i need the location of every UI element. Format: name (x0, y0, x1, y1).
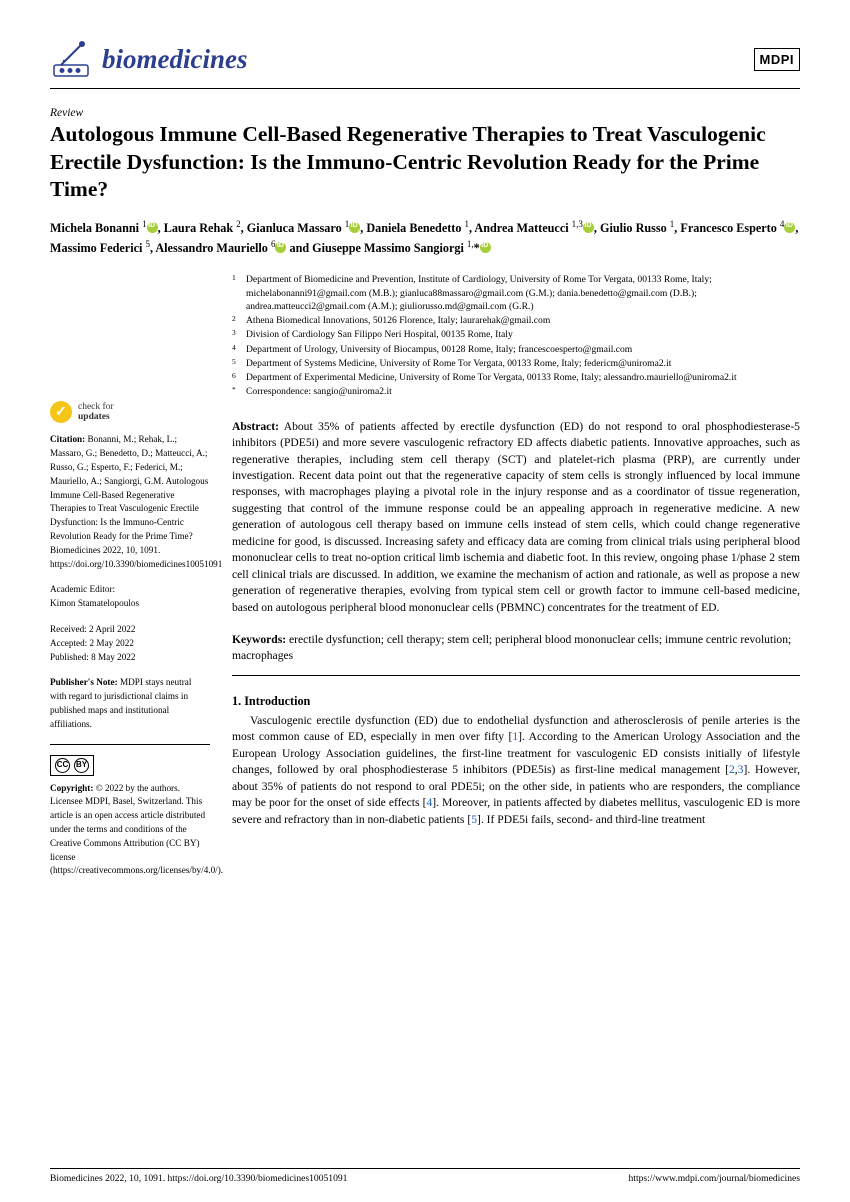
header: biomedicines MDPI (50, 38, 800, 80)
keywords: Keywords: erectile dysfunction; cell the… (232, 632, 800, 665)
citation-label: Citation: (50, 434, 85, 444)
cc-by-badge: CC BY (50, 755, 94, 776)
affiliation-item: 6Department of Experimental Medicine, Un… (246, 371, 800, 384)
sidebar: check for updates Citation: Bonanni, M.;… (50, 273, 210, 890)
copyright-text: © 2022 by the authors. Licensee MDPI, Ba… (50, 783, 223, 876)
article-title: Autologous Immune Cell-Based Regenerativ… (50, 121, 800, 204)
date-accepted: Accepted: 2 May 2022 (50, 638, 134, 648)
affiliations: 1Department of Biomedicine and Preventio… (232, 273, 800, 398)
check-updates-l1: check for (78, 402, 114, 412)
abstract: Abstract: About 35% of patients affected… (232, 419, 800, 616)
editor-block: Academic Editor: Kimon Stamatelopoulos (50, 583, 210, 611)
publisher-note-label: Publisher's Note: (50, 677, 118, 687)
abstract-label: Abstract: (232, 420, 279, 433)
sidebar-rule (50, 744, 210, 745)
affiliation-item: 3Division of Cardiology San Filippo Neri… (246, 328, 800, 341)
authors-line: Michela Bonanni 1, Laura Rehak 2, Gianlu… (50, 218, 800, 258)
footer: Biomedicines 2022, 10, 1091. https://doi… (50, 1168, 800, 1184)
main-column: 1Department of Biomedicine and Preventio… (232, 273, 800, 828)
citation-block: Citation: Bonanni, M.; Rehak, L.; Massar… (50, 433, 210, 571)
affiliation-item: 5Department of Systems Medicine, Univers… (246, 357, 800, 370)
editor-name: Kimon Stamatelopoulos (50, 598, 139, 608)
date-published: Published: 8 May 2022 (50, 652, 136, 662)
publisher-logo: MDPI (754, 48, 801, 71)
check-updates-text: check for updates (78, 402, 114, 423)
header-rule (50, 88, 800, 89)
date-received: Received: 2 April 2022 (50, 624, 135, 634)
copyright-label: Copyright: (50, 783, 93, 793)
check-updates-l2: updates (78, 412, 110, 422)
footer-left: Biomedicines 2022, 10, 1091. https://doi… (50, 1173, 347, 1184)
footer-rule (50, 1168, 800, 1169)
journal-brand: biomedicines (50, 38, 247, 80)
dates-block: Received: 2 April 2022 Accepted: 2 May 2… (50, 623, 210, 664)
footer-right: https://www.mdpi.com/journal/biomedicine… (628, 1173, 800, 1184)
affiliation-item: 2Athena Biomedical Innovations, 50126 Fl… (246, 314, 800, 327)
affiliation-item: 4Department of Urology, University of Bi… (246, 343, 800, 356)
check-updates-icon (50, 401, 72, 423)
keywords-rule (232, 675, 800, 676)
keywords-label: Keywords: (232, 633, 286, 646)
affiliation-item: 1Department of Biomedicine and Preventio… (246, 273, 800, 313)
article-type: Review (50, 107, 800, 119)
cc-icon: CC (55, 758, 70, 773)
editor-label: Academic Editor: (50, 584, 115, 594)
journal-name: biomedicines (102, 44, 247, 75)
keywords-text: erectile dysfunction; cell therapy; stem… (232, 633, 791, 662)
section-heading: 1. Introduction (232, 694, 800, 709)
copyright-block: Copyright: © 2022 by the authors. Licens… (50, 782, 210, 879)
body-text: Vasculogenic erectile dysfunction (ED) d… (232, 713, 800, 828)
journal-logo-icon (50, 38, 92, 80)
check-updates[interactable]: check for updates (50, 401, 210, 423)
by-icon: BY (74, 758, 89, 773)
affiliation-item: *Correspondence: sangio@uniroma2.it (246, 385, 800, 398)
abstract-text: About 35% of patients affected by erecti… (232, 420, 800, 614)
publisher-note-block: Publisher's Note: MDPI stays neutral wit… (50, 676, 210, 731)
citation-text: Bonanni, M.; Rehak, L.; Massaro, G.; Ben… (50, 434, 222, 568)
